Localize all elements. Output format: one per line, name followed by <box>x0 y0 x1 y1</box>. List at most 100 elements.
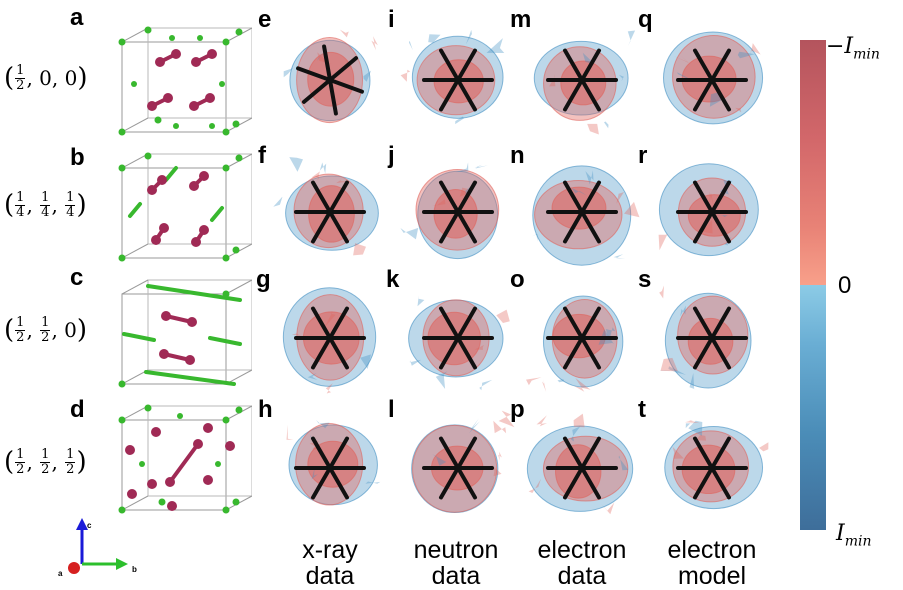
bond-axis-line <box>439 306 477 370</box>
isosurface-q <box>663 31 764 125</box>
isosurface-fragment <box>759 442 769 452</box>
isosurface-fragment <box>571 187 588 196</box>
isosurface-h <box>286 420 381 506</box>
column-label-electron-model: electron model <box>667 536 757 590</box>
isosurface-fragment <box>536 415 547 427</box>
isosurface-fragment <box>360 354 372 369</box>
isosurface-fragment <box>673 55 689 63</box>
panel-label-j: j <box>388 142 395 169</box>
bond-axis-line <box>693 436 731 500</box>
isosurface-fragment <box>688 420 703 436</box>
panel-label-e: e <box>258 6 272 33</box>
bond-axis-line <box>439 48 477 112</box>
isosurface-l <box>411 410 515 514</box>
panel-label-c: c <box>70 264 84 291</box>
isosurface-fragment <box>474 164 488 169</box>
panel-label-p: p <box>510 396 525 423</box>
panel-label-a: a <box>70 4 84 31</box>
isosurface-f <box>273 157 379 256</box>
isosurface-fragment <box>660 357 678 372</box>
colorbar-min-label: Imin <box>836 521 872 550</box>
isosurface-e <box>283 29 378 124</box>
isosurface-fragment <box>709 191 714 207</box>
isosurface-fragment <box>658 233 668 251</box>
isosurface-fragment <box>283 68 293 78</box>
isosurface-fragment <box>455 116 464 125</box>
isosurface-o <box>526 295 624 392</box>
isosurface-n <box>532 165 640 266</box>
bond-axis-line <box>301 56 359 104</box>
isosurface-fragment <box>570 426 581 442</box>
isosurface-fragment <box>336 180 351 184</box>
isosurface-fragment <box>417 295 425 307</box>
column-label-xray: x-ray data <box>302 536 358 590</box>
q-vector-a: (1 2, 0, 0) <box>4 62 88 93</box>
colorbar-zero-label: 0 <box>838 272 852 299</box>
panel-label-o: o <box>510 266 525 293</box>
panel-label-k: k <box>386 266 400 293</box>
panel-label-i: i <box>388 6 395 33</box>
panel-label-f: f <box>258 142 266 169</box>
panel-label-g: g <box>256 266 271 293</box>
isosurface-fragment <box>604 121 609 129</box>
isosurface-fragment <box>557 379 565 383</box>
isosurface-fragment <box>316 420 330 429</box>
isosurface-fragment <box>287 328 301 336</box>
isosurface-fragment <box>613 254 626 259</box>
isosurface-fragment <box>432 199 446 206</box>
isosurface-fragment <box>542 379 547 392</box>
bond-axis-line <box>693 306 731 370</box>
bond-axis-line <box>311 306 349 370</box>
isosurface-fragment <box>689 373 698 391</box>
isosurface-fragment <box>432 454 447 466</box>
isosurface-fragment <box>363 70 372 82</box>
isosurface-fragment <box>574 377 591 392</box>
bond-axis-line <box>311 180 349 244</box>
bond-axis-line <box>439 436 477 500</box>
isosurface-fragment <box>459 187 470 197</box>
bond-axis-line <box>563 436 601 500</box>
column-label-electron-data: electron data <box>537 536 627 590</box>
isosurface-fragment <box>605 327 616 341</box>
bond-axis-line <box>563 306 601 370</box>
isosurface-k <box>408 295 510 391</box>
bond-axis-line <box>693 180 731 244</box>
panel-label-s: s <box>638 266 652 293</box>
isosurface-fragment <box>585 170 594 185</box>
isosurface-fragment <box>659 369 677 371</box>
isosurface-fragment <box>528 478 541 493</box>
isosurface-fragment <box>668 366 686 375</box>
isosurface-fragment <box>486 38 505 53</box>
bond-axis-line <box>693 48 731 112</box>
isosurface-fragment <box>339 29 349 38</box>
isosurface-fragment <box>307 373 318 380</box>
isosurface-fragment <box>273 196 283 207</box>
isosurface-fragment <box>618 455 629 471</box>
colorbar <box>800 40 826 530</box>
panel-label-r: r <box>638 142 648 169</box>
isosurface-fragment <box>532 233 538 242</box>
axis-label-c: c <box>87 521 92 530</box>
isosurface-fragment <box>685 423 695 429</box>
panel-label-b: b <box>70 144 85 171</box>
bond-axis-line <box>563 48 601 112</box>
crystal-structure-b <box>118 152 252 262</box>
panel-label-t: t <box>638 396 646 423</box>
isosurface-fragment <box>469 418 480 434</box>
isosurface-fragment <box>400 69 411 82</box>
isosurface-fragment <box>498 451 502 461</box>
isosurface-r <box>658 163 759 257</box>
isosurface-fragment <box>624 201 640 218</box>
isosurface-fragment <box>371 36 378 51</box>
isosurface-fragment <box>428 34 441 43</box>
isosurface-fragment <box>317 52 333 65</box>
crystal-structure-d <box>118 404 252 514</box>
panel-label-d: d <box>70 396 85 423</box>
isosurface-fragment <box>737 51 755 59</box>
isosurface-fragment <box>627 30 636 46</box>
isosurface-fragment <box>526 377 542 386</box>
isosurface-fragment <box>365 481 381 484</box>
